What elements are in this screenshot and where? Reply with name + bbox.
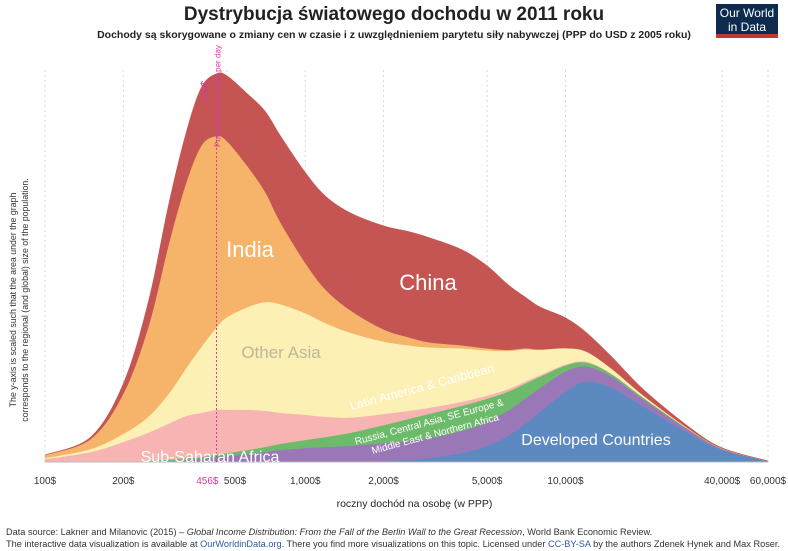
x-tick-label: 100$ [34, 476, 57, 487]
footer-link-line: The interactive data visualization is av… [6, 539, 480, 549]
y-axis-label-line-2: corresponds to the regional (and global)… [20, 178, 30, 422]
chart-title: Dystrybucja światowego dochodu w 2011 ro… [183, 4, 605, 25]
footer-link-prefix: The interactive data visualization is av… [6, 539, 201, 549]
x-tick-label: 40,000$ [704, 476, 741, 487]
chart-subtitle: Dochody są skorygowane o zmiany cen w cz… [97, 29, 691, 41]
owid-link[interactable]: OurWorldinData.org [200, 539, 282, 549]
label-other-asia: Other Asia [241, 343, 321, 362]
x-tick-label: 2,000$ [368, 476, 399, 487]
y-axis-label-line-1: The y-axis is scaled such that the area … [8, 193, 18, 408]
x-tick-label: 1,000$ [290, 476, 321, 487]
poverty-line-sublabel: Poverty line of 1.25$ per day [213, 45, 222, 147]
label-developed-countries: Developed Countries [521, 432, 670, 449]
x-tick-label: 200$ [112, 476, 135, 487]
x-axis-title: roczny dochód na osobę (w PPP) [337, 498, 493, 510]
poverty-line-label: 456$ [199, 81, 211, 105]
area-china [44, 72, 769, 462]
x-tick-label: 60,000$ [750, 476, 787, 487]
x-tick-label: 456$ [196, 476, 219, 487]
footer-source-title: Global Income Distribution: From the Fal… [186, 527, 523, 537]
x-tick-label: 500$ [224, 476, 247, 487]
label-sub-saharan-africa: Sub-Saharan Africa [141, 449, 280, 466]
footer-source-suffix: , World Bank Economic Review. [522, 527, 653, 537]
footer-source-prefix: Data source: Lakner and Milanovic (2015)… [6, 527, 187, 537]
license-prefix: Licensed under [482, 539, 548, 549]
logo-line-1: Our World [719, 6, 775, 20]
footer-link-suffix: . There you find more visualizations on … [281, 539, 481, 549]
owid-logo[interactable]: Our World in Data [716, 4, 778, 38]
license-suffix: by the authors Zdenek Hynek and Max Rose… [590, 539, 780, 549]
x-tick-label: 10,000$ [547, 476, 584, 487]
logo-line-2: in Data [727, 20, 767, 34]
label-india: India [226, 237, 274, 262]
label-china: China [399, 270, 457, 295]
x-tick-label: 5,000$ [472, 476, 503, 487]
footer-license: Licensed under CC-BY-SA by the authors Z… [483, 539, 780, 549]
license-link[interactable]: CC-BY-SA [547, 539, 591, 549]
footer-source: Data source: Lakner and Milanovic (2015)… [6, 527, 652, 537]
